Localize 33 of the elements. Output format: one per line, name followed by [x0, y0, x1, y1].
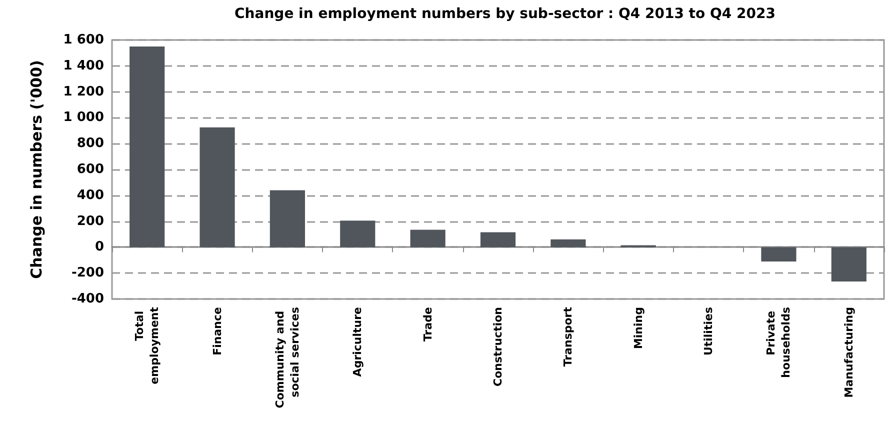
- x-tick-label: Agriculture: [351, 307, 364, 377]
- x-tick-label: Community and social services: [273, 306, 302, 408]
- y-tick-label: 1 000: [63, 110, 104, 126]
- bar: [410, 230, 446, 248]
- y-tick-label: 200: [76, 214, 104, 229]
- chart-title: Change in employment numbers by sub-sector : Q4 2013 to Q4 2023: [234, 6, 776, 22]
- x-tick-label: Trade: [421, 307, 434, 342]
- bar: [340, 220, 376, 248]
- y-tick-label: 600: [76, 162, 104, 177]
- bar: [270, 190, 305, 248]
- x-tick-label: Transport: [562, 307, 575, 367]
- y-tick-label: 1 600: [63, 32, 104, 48]
- bar: [831, 247, 866, 282]
- bar: [130, 46, 165, 248]
- bar: [550, 239, 586, 248]
- x-tick-label: Utilities: [702, 306, 716, 356]
- y-tick-label: -200: [71, 266, 104, 281]
- y-tick-label: 0: [94, 240, 104, 255]
- x-tick-label: Manufacturing: [842, 307, 856, 398]
- bar: [200, 127, 235, 248]
- y-tick-label: 1 200: [63, 84, 104, 100]
- x-tick-label: Mining: [632, 307, 645, 350]
- x-tick-label: Construction: [492, 307, 504, 386]
- y-tick-label: 1 400: [63, 58, 104, 74]
- x-tick-label: Private households: [764, 306, 793, 378]
- y-axis-title: Change in numbers ('000): [28, 60, 46, 279]
- x-tick-label: Total employment: [133, 307, 162, 384]
- bar: [480, 232, 516, 248]
- y-tick-label: -400: [71, 292, 104, 306]
- x-tick-label: Finance: [210, 307, 224, 356]
- bar: [761, 247, 796, 262]
- y-tick-label: 800: [76, 136, 104, 152]
- y-tick-label: 400: [76, 188, 104, 203]
